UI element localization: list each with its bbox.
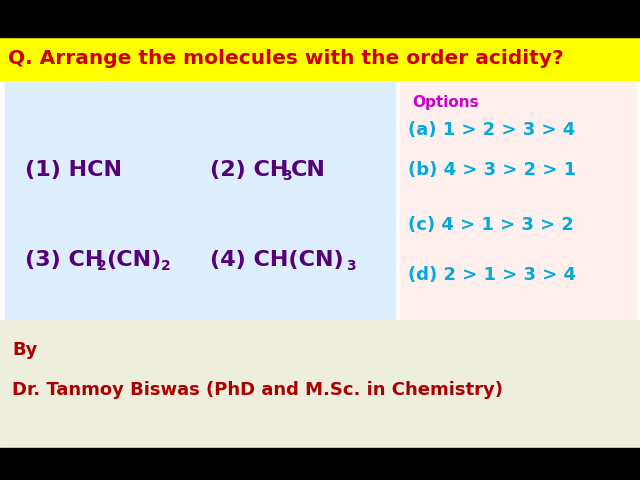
Text: 2: 2 [97, 259, 107, 273]
Bar [5, 82, 395, 320]
Text: 3: 3 [346, 259, 356, 273]
Text: Dr. Tanmoy Biswas (PhD and M.Sc. in Chemistry): Dr. Tanmoy Biswas (PhD and M.Sc. in Chem… [12, 381, 503, 399]
Text: (4) CH(CN): (4) CH(CN) [210, 250, 344, 270]
Bar [400, 82, 636, 320]
Text: 2: 2 [161, 259, 171, 273]
Text: (c) 4 > 1 > 3 > 2: (c) 4 > 1 > 3 > 2 [408, 216, 574, 234]
Text: 3: 3 [282, 169, 292, 183]
Text: (2) CH: (2) CH [210, 160, 289, 180]
Text: Q. Arrange the molecules with the order acidity?: Q. Arrange the molecules with the order … [8, 49, 564, 69]
Text: (3) CH: (3) CH [25, 250, 104, 270]
Text: (a) 1 > 2 > 3 > 4: (a) 1 > 2 > 3 > 4 [408, 121, 575, 139]
Bar [0, 0, 640, 37]
Text: CN: CN [291, 160, 326, 180]
Text: (CN): (CN) [106, 250, 161, 270]
Text: (1) HCN: (1) HCN [25, 160, 122, 180]
Bar [0, 448, 640, 480]
Bar [0, 320, 640, 448]
Text: By: By [12, 341, 37, 359]
Text: (b) 4 > 3 > 2 > 1: (b) 4 > 3 > 2 > 1 [408, 161, 576, 179]
Text: (d) 2 > 1 > 3 > 4: (d) 2 > 1 > 3 > 4 [408, 266, 576, 284]
Bar [0, 37, 640, 80]
Text: Options: Options [412, 95, 479, 109]
